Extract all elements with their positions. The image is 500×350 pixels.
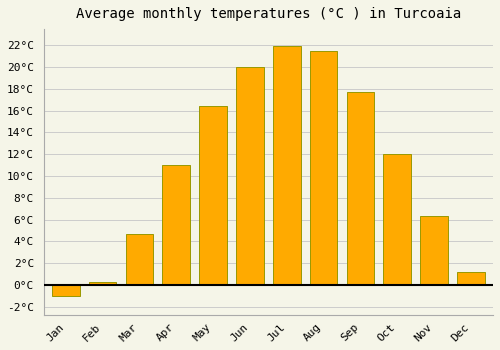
Bar	[162, 165, 190, 285]
Bar	[273, 47, 300, 285]
Bar	[346, 92, 374, 285]
Bar	[384, 154, 411, 285]
Bar	[200, 106, 227, 285]
Bar	[310, 51, 338, 285]
Bar	[236, 67, 264, 285]
Bar	[89, 282, 117, 285]
Bar	[420, 216, 448, 285]
Title: Average monthly temperatures (°C ) in Turcoaia: Average monthly temperatures (°C ) in Tu…	[76, 7, 461, 21]
Bar	[52, 285, 80, 296]
Bar	[457, 272, 485, 285]
Bar	[126, 234, 154, 285]
